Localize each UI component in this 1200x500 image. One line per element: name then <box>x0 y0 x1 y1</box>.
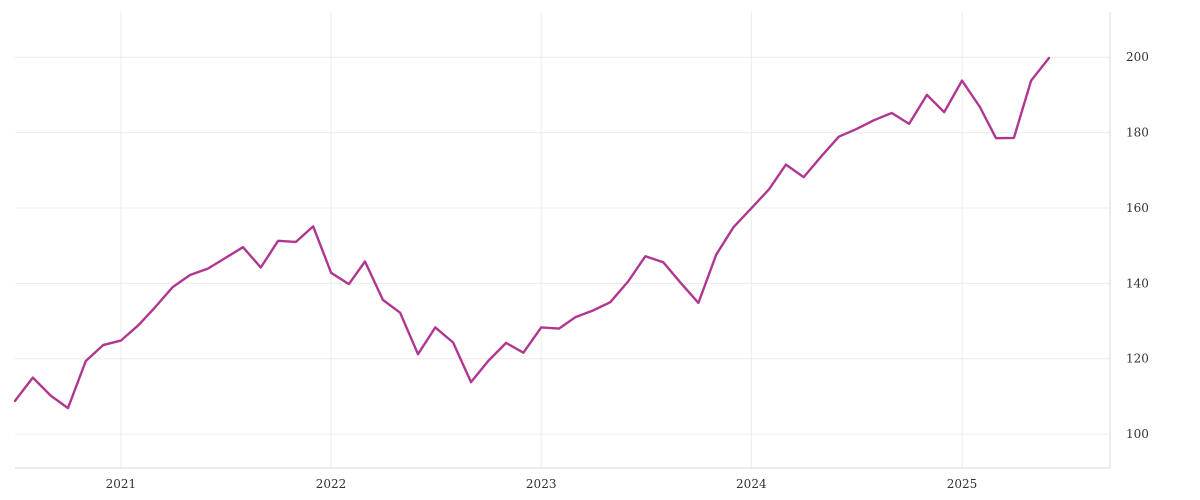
x-tick-label: 2022 <box>316 477 347 491</box>
y-tick-label: 100 <box>1126 427 1149 441</box>
y-tick-label: 180 <box>1126 126 1149 140</box>
y-tick-label: 120 <box>1126 352 1149 366</box>
x-tick-label: 2025 <box>947 477 978 491</box>
series-line <box>13 56 1051 410</box>
x-tick-label: 2021 <box>106 477 137 491</box>
tick-labels: 100 120 140 160 180 200 2021 2022 2023 2024 2025 <box>106 50 1149 491</box>
x-tick-label: 2024 <box>736 477 767 491</box>
y-tick-label: 200 <box>1126 50 1149 64</box>
x-tick-label: 2023 <box>526 477 557 491</box>
grid <box>15 12 1110 468</box>
y-tick-label: 140 <box>1126 276 1149 290</box>
y-tick-label: 160 <box>1126 201 1149 215</box>
